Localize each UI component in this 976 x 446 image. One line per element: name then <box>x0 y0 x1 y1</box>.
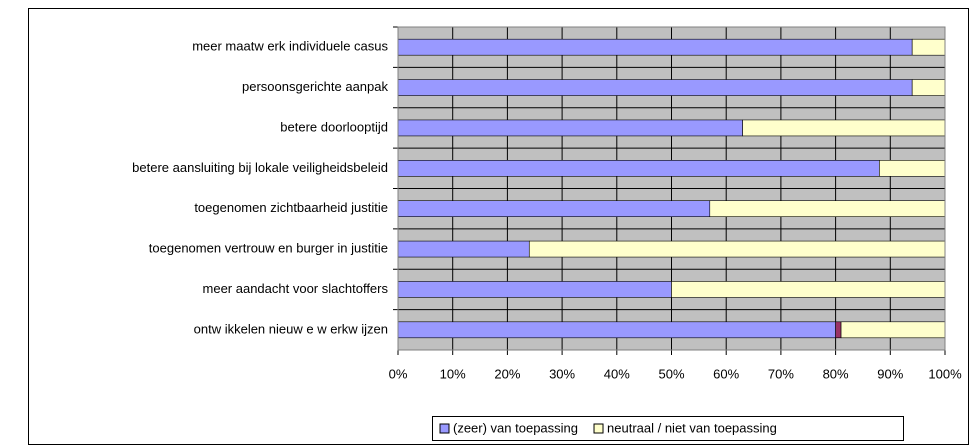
y-tick-label: meer maatw erk individuele casus <box>192 39 388 54</box>
x-tick-label: 30% <box>549 366 575 381</box>
x-tick-label: 90% <box>877 366 903 381</box>
plot-border <box>397 26 946 351</box>
bar-segment <box>528 240 946 258</box>
legend-swatch <box>593 423 604 434</box>
y-tick-label: ontw ikkelen nieuw e w erkw ijzen <box>194 321 388 336</box>
y-tick-label: betere aansluiting bij lokale veiligheid… <box>132 160 388 175</box>
x-tick-label: 10% <box>440 366 466 381</box>
bar-segment <box>397 119 743 137</box>
legend-swatch <box>439 423 450 434</box>
x-tick-label: 20% <box>494 366 520 381</box>
bar-segment <box>397 160 880 177</box>
y-tick-label: meer aandacht voor slachtoffers <box>203 281 389 296</box>
bar-segment <box>742 119 946 137</box>
bar-segment <box>397 321 836 339</box>
bar-segment <box>709 200 946 217</box>
x-tick-label: 40% <box>604 366 630 381</box>
bar-segment <box>397 281 672 298</box>
bar-segment <box>911 38 946 56</box>
bar-segment <box>840 321 946 339</box>
bar-segment <box>671 281 946 298</box>
bar-segment <box>911 79 946 96</box>
bar-segment <box>397 38 913 56</box>
x-tick-label: 0% <box>389 366 408 381</box>
bar-segment <box>835 321 842 339</box>
x-tick-label: 100% <box>928 366 962 381</box>
x-tick-label: 60% <box>713 366 739 381</box>
y-tick-label: toegenomen vertrouw en burger in justiti… <box>149 241 388 256</box>
y-tick-label: persoonsgerichte aanpak <box>242 79 388 94</box>
legend-label: neutraal / niet van toepassing <box>607 420 777 435</box>
x-tick-label: 70% <box>768 366 794 381</box>
legend-label: (zeer) van toepassing <box>453 420 578 435</box>
bar-segment <box>879 160 946 177</box>
x-tick-label: 50% <box>658 366 684 381</box>
bar-segment <box>397 79 913 96</box>
y-tick-label: betere doorlooptijd <box>280 119 388 134</box>
y-tick-label: toegenomen zichtbaarheid justitie <box>194 200 388 215</box>
legend <box>432 416 904 441</box>
bar-segment <box>397 200 711 217</box>
bar-segment <box>397 240 530 258</box>
x-tick-label: 80% <box>823 366 849 381</box>
